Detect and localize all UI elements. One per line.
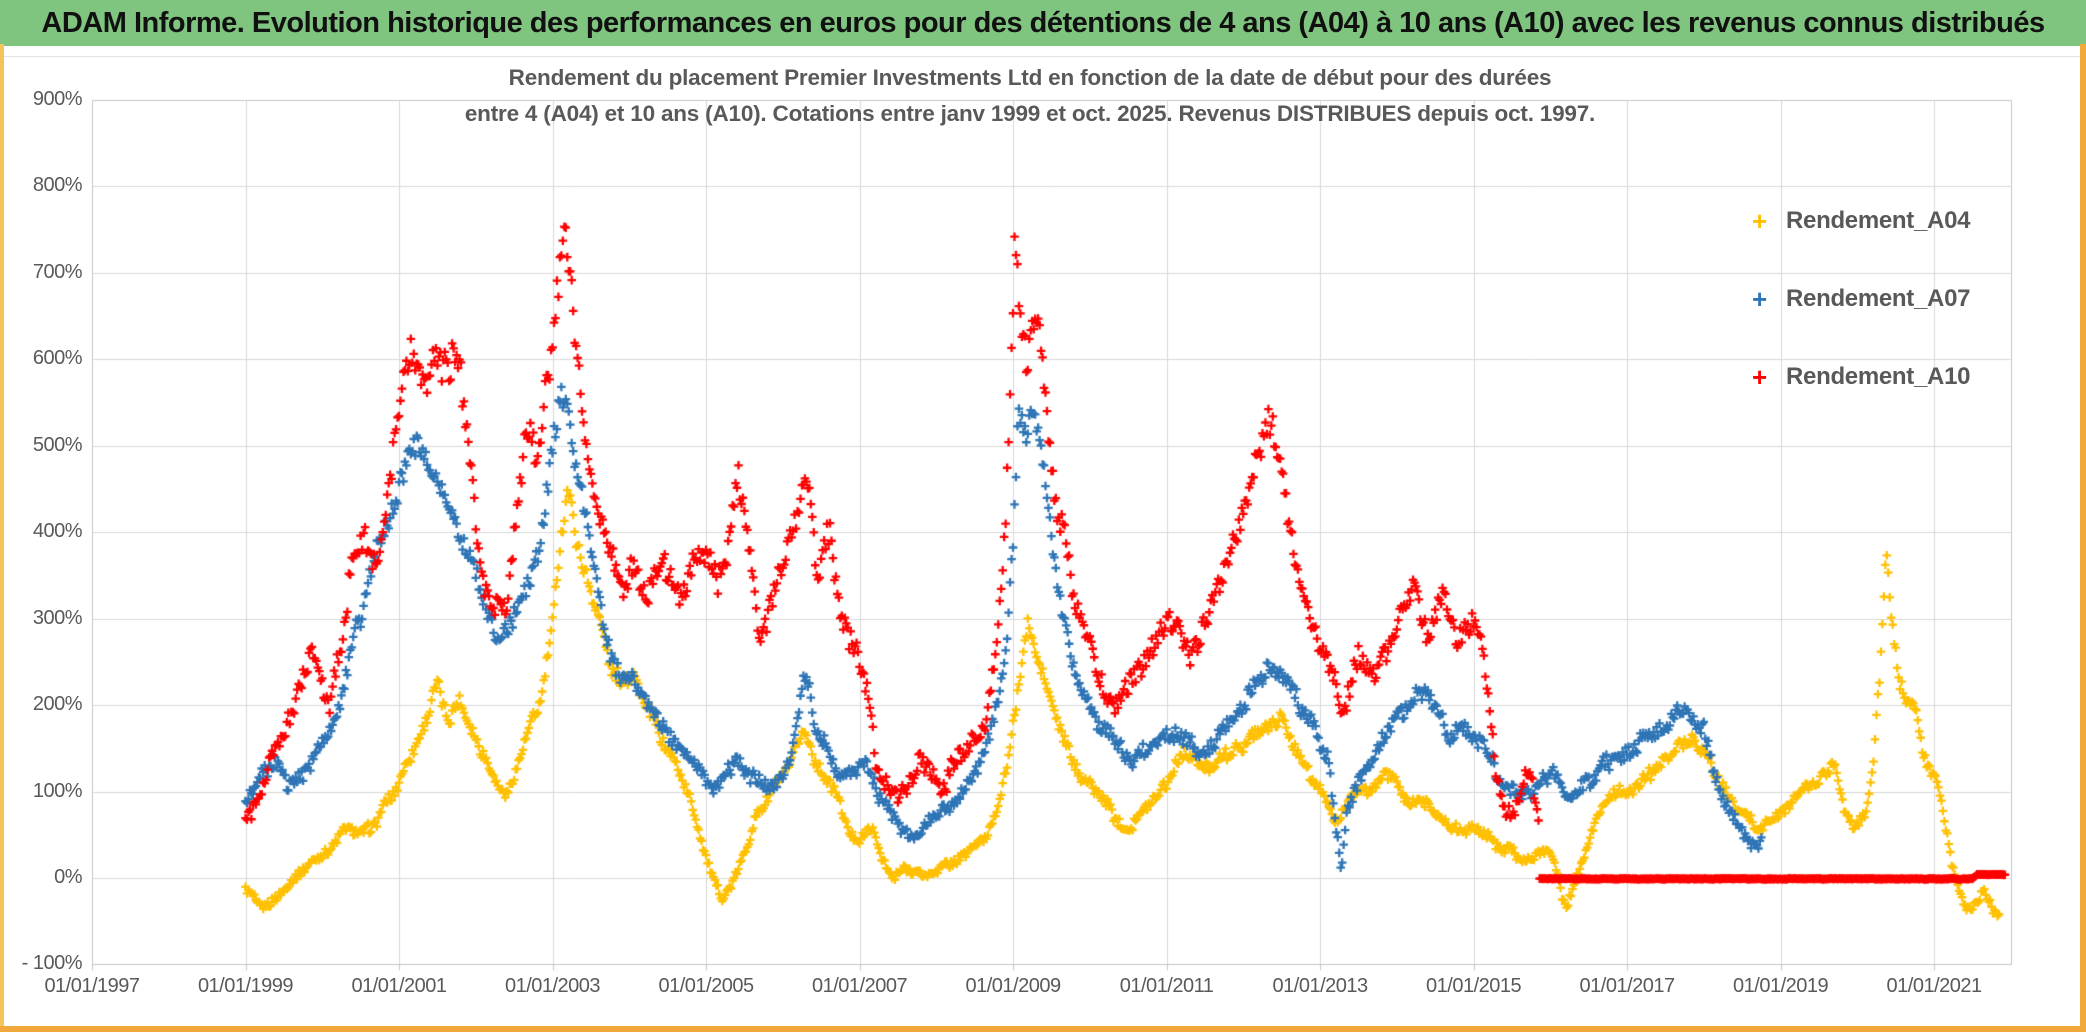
y-axis-tick-label: 800% (32, 174, 83, 197)
x-axis-tick-label: 01/01/2007 (811, 975, 908, 997)
y-axis-tick-label: 0% (54, 866, 82, 888)
x-axis-tick-label: 01/01/2019 (1733, 975, 1829, 997)
x-axis-tick-label: 01/01/2017 (1579, 975, 1676, 997)
legend-item-a10: + Rendement_A10 (1752, 362, 2072, 392)
right-edge-strip (2080, 44, 2086, 1032)
x-axis-tick-label: 01/01/1997 (44, 975, 140, 997)
chart-title-line1: Rendement du placement Premier Investmen… (508, 65, 1552, 90)
legend-label-a10: Rendement_A10 (1786, 363, 1971, 390)
legend: + Rendement_A04 + Rendement_A07 + Rendem… (1752, 206, 2072, 440)
x-axis-tick-label: 01/01/1999 (197, 975, 294, 997)
plus-marker-icon: + (1752, 362, 1768, 392)
x-axis-tick-label: 01/01/2011 (1119, 975, 1214, 997)
y-axis-tick-label: 300% (32, 606, 83, 629)
x-axis-tick-label: 01/01/2013 (1272, 975, 1369, 997)
x-axis-tick-label: 01/01/2021 (1886, 975, 1983, 997)
x-axis-tick-label: 01/01/2005 (658, 975, 754, 997)
x-axis-tick-label: 01/01/2001 (351, 975, 447, 997)
y-axis-tick-label: 100% (32, 779, 83, 802)
y-axis-tick-label: 700% (32, 260, 83, 283)
y-axis-tick-label: 200% (32, 693, 83, 716)
legend-label-a04: Rendement_A04 (1786, 207, 1971, 234)
legend-label-a07: Rendement_A07 (1786, 285, 1971, 312)
plus-marker-icon: + (1752, 284, 1768, 314)
chart-title-line2: entre 4 (A04) et 10 ans (A10). Cotations… (464, 101, 1596, 126)
plus-marker-icon: + (1752, 206, 1768, 236)
x-axis-tick-label: 01/01/2003 (504, 975, 601, 997)
x-axis-tick-label: 01/01/2015 (1426, 975, 1522, 997)
y-axis-tick-label: 600% (32, 347, 83, 370)
y-axis-tick-label: - 100% (21, 952, 83, 975)
bottom-edge-strip (0, 1026, 2086, 1032)
left-edge-strip (0, 44, 4, 1032)
y-axis-tick-label: 900% (32, 88, 83, 111)
x-axis-tick-label: 01/01/2009 (965, 975, 1061, 997)
y-axis-tick-label: 500% (32, 433, 83, 456)
y-axis-tick-label: 400% (32, 520, 83, 543)
legend-item-a07: + Rendement_A07 (1752, 284, 2072, 314)
chart-title: Rendement du placement Premier Investmen… (320, 60, 1740, 132)
legend-item-a04: + Rendement_A04 (1752, 206, 2072, 236)
